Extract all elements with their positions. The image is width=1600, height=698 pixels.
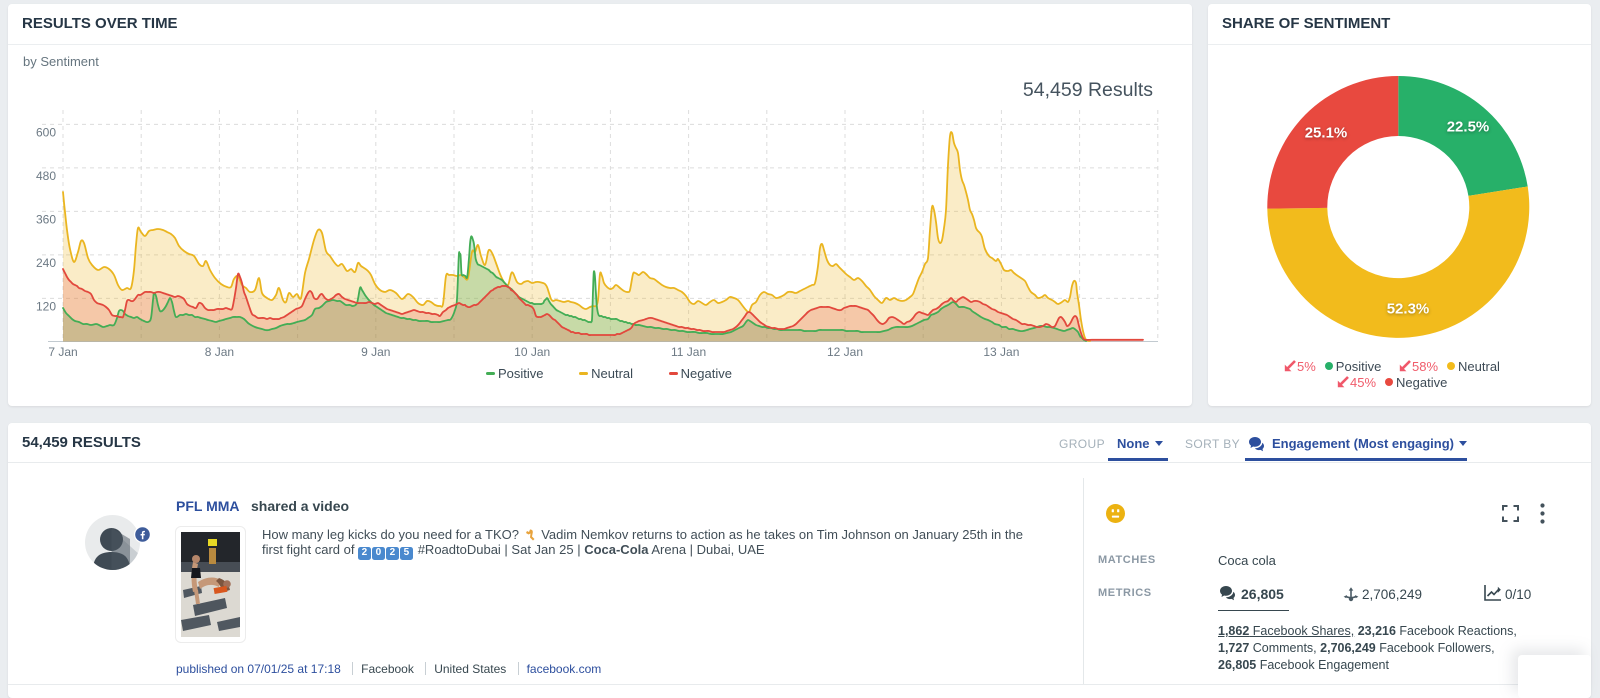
svg-text:240: 240 xyxy=(36,256,56,270)
svg-text:9 Jan: 9 Jan xyxy=(361,345,390,359)
svg-text:8 Jan: 8 Jan xyxy=(205,345,234,359)
svg-text:13 Jan: 13 Jan xyxy=(983,345,1019,359)
svg-text:360: 360 xyxy=(36,212,56,226)
svg-text:120: 120 xyxy=(36,299,56,313)
svg-text:11 Jan: 11 Jan xyxy=(671,345,706,359)
svg-text:25.1%: 25.1% xyxy=(1305,125,1348,142)
svg-text:22.5%: 22.5% xyxy=(1447,119,1490,136)
svg-text:52.3%: 52.3% xyxy=(1387,301,1430,318)
svg-text:600: 600 xyxy=(36,125,56,139)
svg-text:7 Jan: 7 Jan xyxy=(48,345,77,359)
svg-text:12 Jan: 12 Jan xyxy=(827,345,863,359)
svg-text:480: 480 xyxy=(36,169,56,183)
svg-text:10 Jan: 10 Jan xyxy=(514,345,550,359)
